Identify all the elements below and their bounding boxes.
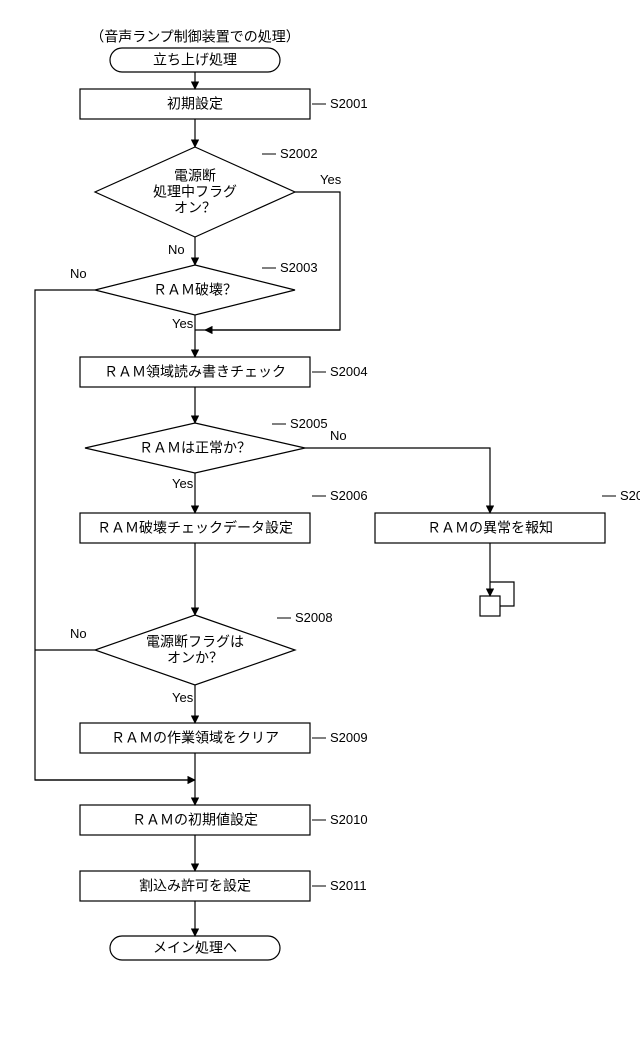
svg-text:S2010: S2010 <box>330 812 368 827</box>
node-halt <box>480 582 514 616</box>
svg-text:S2004: S2004 <box>330 364 368 379</box>
svg-text:ＲＡＭの作業領域をクリア: ＲＡＭの作業領域をクリア <box>111 730 279 746</box>
svg-text:S2008: S2008 <box>295 610 333 625</box>
edge <box>305 448 490 513</box>
svg-text:Yes: Yes <box>320 172 342 187</box>
svg-text:オンか？: オンか？ <box>167 650 223 666</box>
svg-text:ＲＡＭ破壊チェックデータ設定: ＲＡＭ破壊チェックデータ設定 <box>97 520 293 536</box>
svg-text:Yes: Yes <box>172 316 194 331</box>
svg-text:No: No <box>70 626 87 641</box>
svg-text:S2003: S2003 <box>280 260 318 275</box>
svg-text:S2002: S2002 <box>280 146 318 161</box>
svg-text:S2007: S2007 <box>620 488 640 503</box>
svg-text:ＲＡＭ破壊？: ＲＡＭ破壊？ <box>153 282 237 298</box>
svg-text:初期設定: 初期設定 <box>167 96 223 112</box>
svg-text:S2005: S2005 <box>290 416 328 431</box>
svg-text:オン？: オン？ <box>174 200 216 216</box>
svg-text:No: No <box>168 242 185 257</box>
flowchart: （音声ランプ制御装置での処理） 立ち上げ処理初期設定電源断処理中フラグオン？ ＲＡＭ… <box>0 0 640 1056</box>
svg-text:ＲＡＭの異常を報知: ＲＡＭの異常を報知 <box>427 520 553 536</box>
svg-text:（音声ランプ制御装置での処理）: （音声ランプ制御装置での処理） <box>90 29 300 45</box>
svg-text:S2001: S2001 <box>330 96 368 111</box>
svg-text:No: No <box>330 428 347 443</box>
svg-text:S2006: S2006 <box>330 488 368 503</box>
svg-text:S2009: S2009 <box>330 730 368 745</box>
svg-text:Yes: Yes <box>172 476 194 491</box>
svg-text:電源断フラグは: 電源断フラグは <box>146 634 244 650</box>
svg-text:ＲＡＭの初期値設定: ＲＡＭの初期値設定 <box>132 812 258 828</box>
svg-text:ＲＡＭは正常か？: ＲＡＭは正常か？ <box>139 440 251 456</box>
svg-text:電源断: 電源断 <box>174 168 216 184</box>
svg-text:S2011: S2011 <box>330 878 367 893</box>
svg-text:No: No <box>70 266 87 281</box>
svg-text:メイン処理へ: メイン処理へ <box>153 940 237 956</box>
svg-text:処理中フラグ: 処理中フラグ <box>153 184 237 200</box>
svg-text:Yes: Yes <box>172 690 194 705</box>
svg-text:立ち上げ処理: 立ち上げ処理 <box>153 52 237 68</box>
svg-text:割込み許可を設定: 割込み許可を設定 <box>139 878 251 894</box>
svg-text:ＲＡＭ領域読み書きチェック: ＲＡＭ領域読み書きチェック <box>104 364 286 380</box>
